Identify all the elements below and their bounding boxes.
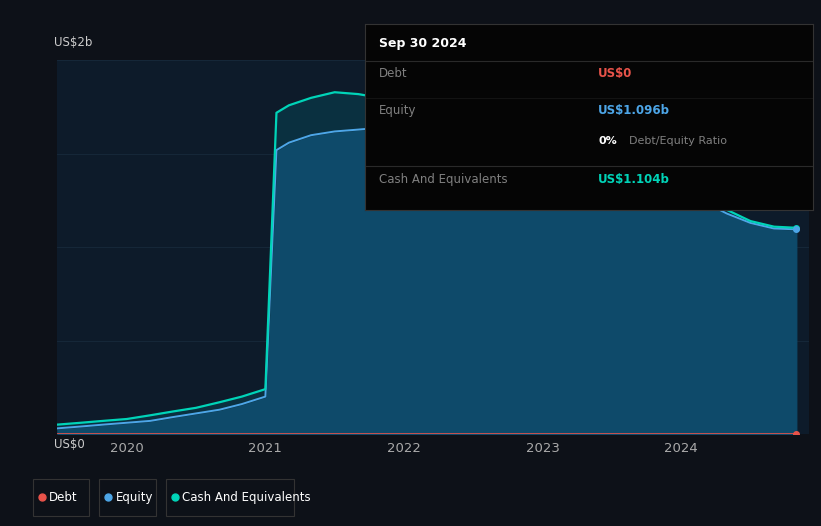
Text: Sep 30 2024: Sep 30 2024 — [378, 37, 466, 50]
Text: Equity: Equity — [116, 491, 153, 503]
Text: Debt: Debt — [378, 67, 407, 79]
Text: US$1.104b: US$1.104b — [598, 173, 670, 186]
FancyBboxPatch shape — [99, 479, 156, 516]
Text: US$0: US$0 — [598, 67, 632, 79]
FancyBboxPatch shape — [166, 479, 294, 516]
Text: US$0: US$0 — [53, 438, 85, 451]
Text: Cash And Equivalents: Cash And Equivalents — [182, 491, 310, 503]
Text: Debt/Equity Ratio: Debt/Equity Ratio — [630, 136, 727, 146]
Text: 0%: 0% — [598, 136, 617, 146]
Text: US$2b: US$2b — [53, 36, 92, 49]
FancyBboxPatch shape — [33, 479, 89, 516]
Text: US$1.096b: US$1.096b — [598, 104, 670, 117]
Text: Cash And Equivalents: Cash And Equivalents — [378, 173, 507, 186]
Text: Debt: Debt — [49, 491, 78, 503]
Text: Equity: Equity — [378, 104, 416, 117]
